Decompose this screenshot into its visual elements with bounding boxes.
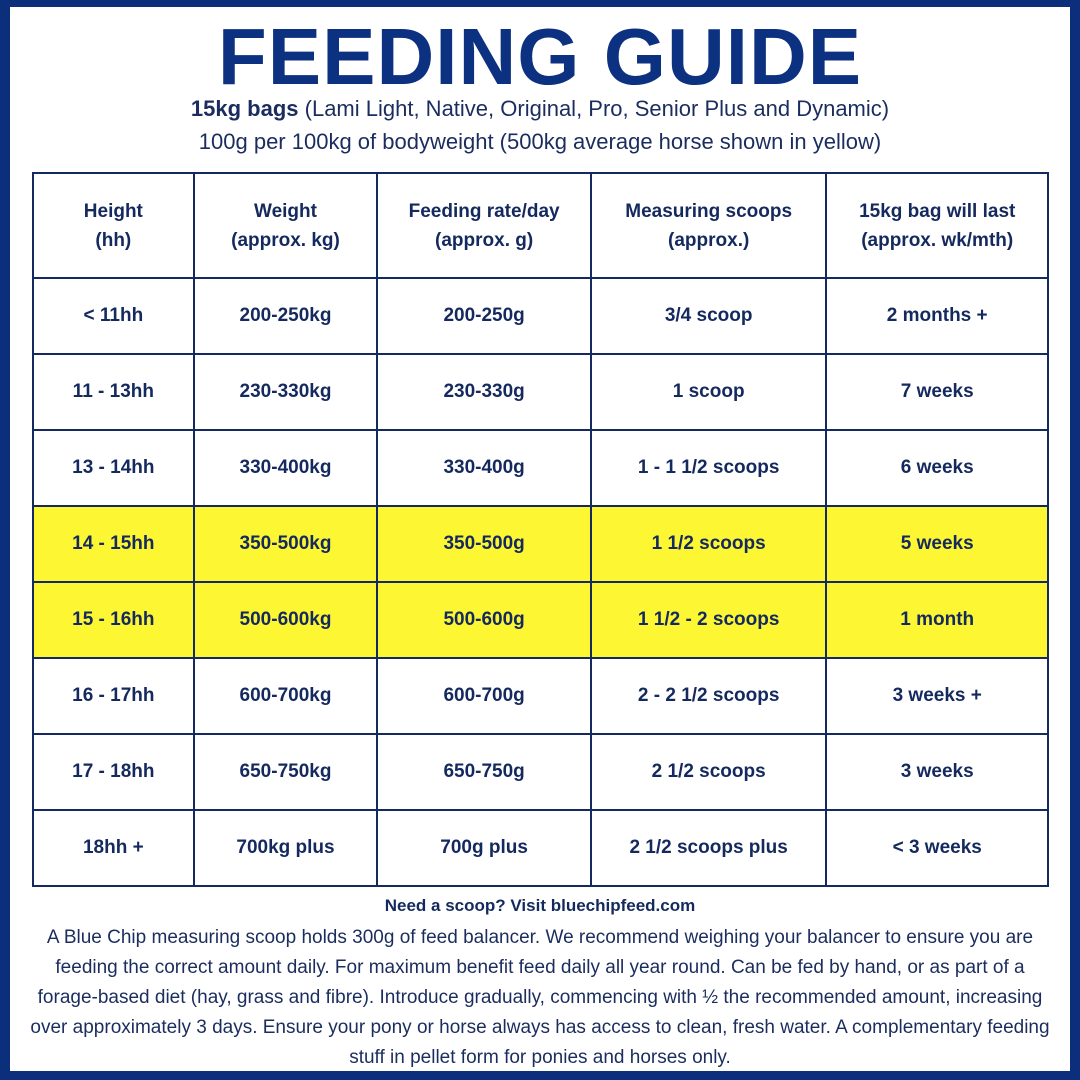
table-cell: 350-500g: [376, 505, 592, 583]
table-cell: 600-700g: [376, 657, 592, 735]
table-cell: 14 - 15hh: [32, 505, 195, 583]
table-row: 17 - 18hh 650-750kg 650-750g 2 1/2 scoops 3 …: [32, 733, 1049, 811]
column-header-line: Measuring scoops: [625, 200, 793, 222]
table-cell: 3 weeks: [825, 733, 1049, 811]
column-header-line: (approx. g): [435, 229, 534, 251]
column-header-line: (approx. wk/mth): [861, 229, 1014, 251]
table-cell: 600-700kg: [192, 657, 379, 735]
column-header: Feeding rate/day (approx. g): [376, 172, 592, 279]
table-cell: 6 weeks: [825, 429, 1049, 507]
table-cell: 1 1/2 - 2 scoops: [589, 581, 828, 659]
column-header-line: (hh): [95, 229, 132, 251]
column-header: 15kg bag will last (approx. wk/mth): [825, 172, 1049, 279]
table-cell: 13 - 14hh: [32, 429, 195, 507]
feeding-instructions: A Blue Chip measuring scoop holds 300g o…: [30, 927, 1050, 1068]
column-header-line: (approx. kg): [231, 229, 340, 251]
table-cell: 2 1/2 scoops plus: [589, 809, 828, 887]
column-header: Height (hh): [32, 172, 195, 279]
scoop-link-note: Need a scoop? Visit bluechipfeed.com: [384, 896, 696, 915]
column-header-line: Height: [83, 200, 143, 222]
table-cell: < 11hh: [32, 277, 195, 355]
subtitle-bold: 15kg bags: [190, 96, 299, 121]
table-cell: 3 weeks +: [825, 657, 1049, 735]
table-row: 14 - 15hh 350-500kg 350-500g 1 1/2 scoops 5 …: [32, 505, 1049, 583]
subtitle-rate: 100g per 100kg of bodyweight (500kg aver…: [198, 129, 882, 154]
table-cell: 500-600g: [376, 581, 592, 659]
table-cell: 650-750kg: [192, 733, 379, 811]
table-cell: 1 1/2 scoops: [589, 505, 828, 583]
table-cell: 650-750g: [376, 733, 592, 811]
table-cell: 330-400kg: [192, 429, 379, 507]
table-cell: 230-330kg: [192, 353, 379, 431]
table-cell: < 3 weeks: [825, 809, 1049, 887]
table-cell: 7 weeks: [825, 353, 1049, 431]
table-cell: 15 - 16hh: [32, 581, 195, 659]
table-cell: 1 month: [825, 581, 1049, 659]
table-cell: 11 - 13hh: [32, 353, 195, 431]
table-cell: 3/4 scoop: [589, 277, 828, 355]
table-cell: 2 months +: [825, 277, 1049, 355]
table-cell: 2 1/2 scoops: [589, 733, 828, 811]
column-header: Weight (approx. kg): [192, 172, 379, 279]
table-cell: 16 - 17hh: [32, 657, 195, 735]
table-cell: 2 - 2 1/2 scoops: [589, 657, 828, 735]
table-cell: 500-600kg: [192, 581, 379, 659]
column-header-line: Feeding rate/day: [408, 200, 560, 222]
table-row: 11 - 13hh 230-330kg 230-330g 1 scoop 7 weeks: [32, 353, 1049, 431]
table-cell: 700g plus: [376, 809, 592, 887]
table-cell: 1 - 1 1/2 scoops: [589, 429, 828, 507]
table-row: 18hh +700kg plus 700g plus 2 1/2 scoops pl…: [32, 809, 1049, 887]
table-row: 16 - 17hh 600-700kg 600-700g 2 - 2 1/2 scoo…: [32, 657, 1049, 735]
table-cell: 700kg plus: [192, 809, 379, 887]
page-title: FEEDING GUIDE: [217, 12, 863, 101]
table-cell: 330-400g: [376, 429, 592, 507]
table-cell: 5 weeks: [825, 505, 1049, 583]
table-cell: 200-250kg: [192, 277, 379, 355]
table-cell: 1 scoop: [589, 353, 828, 431]
column-header-line: (approx.): [668, 229, 750, 251]
table-cell: 17 - 18hh: [32, 733, 195, 811]
column-header-line: 15kg bag will last: [859, 200, 1016, 222]
feeding-table: Height (hh) Weight (approx. kg) Feeding rate…: [32, 172, 1049, 887]
table-row: 15 - 16hh 500-600kg 500-600g 1 1/2 - 2 scoo…: [32, 581, 1049, 659]
table-cell: 230-330g: [376, 353, 592, 431]
table-row: 13 - 14hh 330-400kg 330-400g 1 - 1 1/2 scoo…: [32, 429, 1049, 507]
table-cell: 18hh +: [32, 809, 195, 887]
table-cell: 200-250g: [376, 277, 592, 355]
table-cell: 350-500kg: [192, 505, 379, 583]
column-header: Measuring scoops (approx.): [589, 172, 828, 279]
table-row: < 11hh 200-250kg 200-250g 3/4 scoop 2 months…: [32, 277, 1049, 355]
column-header-line: Weight: [254, 200, 317, 222]
subtitle: 15kg bags (Lami Light, Native, Original,…: [0, 94, 1080, 124]
subtitle-products: (Lami Light, Native, Original, Pro, Seni…: [298, 96, 890, 121]
